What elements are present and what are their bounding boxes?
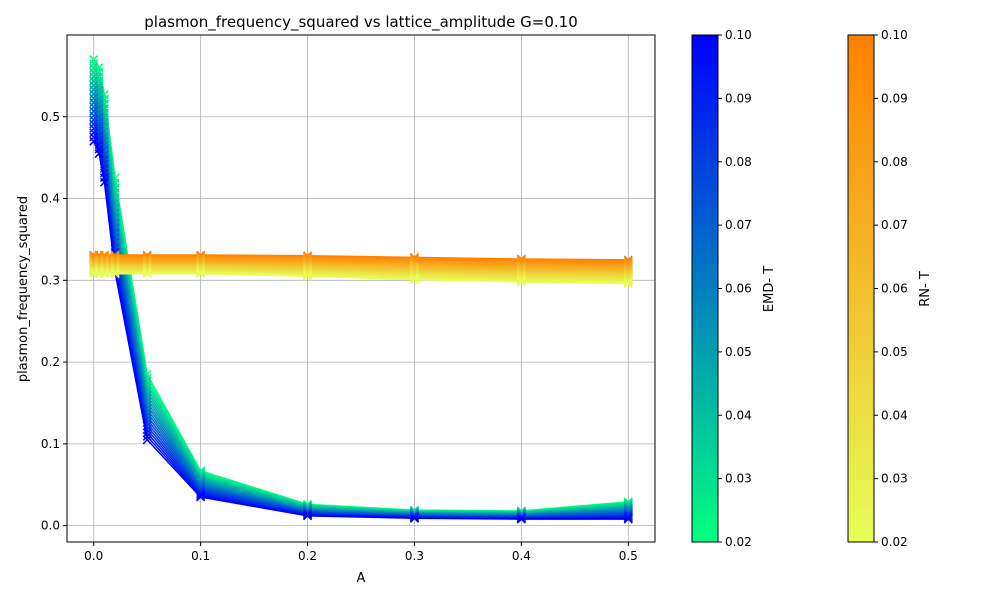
data-point-marker	[516, 514, 526, 524]
series-line	[93, 119, 629, 518]
data-point-marker	[303, 270, 313, 280]
data-point-marker	[99, 177, 109, 187]
series-group	[89, 55, 633, 524]
y-tick-label: 0.1	[41, 437, 60, 451]
colorbar-tick-label: 0.10	[881, 28, 908, 42]
y-tick-label: 0.4	[41, 192, 60, 206]
colorbar-rn-ticks: 0.02 0.03 0.04 0.05 0.06 0.07 0.08 0.09 0.10	[874, 28, 908, 549]
data-point-marker	[623, 277, 633, 287]
x-axis: 0.0 0.1 0.2 0.3 0.4 0.5	[84, 542, 638, 563]
series-emd-T-0.096	[89, 132, 633, 524]
colorbar-emd-ticks: 0.02 0.03 0.04 0.05 0.06 0.07 0.08 0.09 0.10	[718, 28, 752, 549]
data-point-marker	[409, 513, 419, 523]
colorbar-tick-label: 0.09	[725, 91, 752, 105]
x-tick-label: 0.4	[512, 549, 531, 563]
colorbar-tick-label: 0.07	[881, 218, 908, 232]
grid	[67, 35, 655, 542]
series-line	[93, 272, 629, 284]
y-axis-label: plasmon_frequency_squared	[16, 196, 31, 382]
colorbar-tick-label: 0.02	[881, 535, 908, 549]
colorbar-tick-label: 0.04	[725, 408, 752, 422]
data-point-marker	[142, 269, 152, 279]
y-tick-label: 0.0	[41, 519, 60, 533]
colorbar-tick-label: 0.02	[725, 535, 752, 549]
series-emd-T-0.100	[89, 136, 633, 524]
colorbar-rn	[847, 34, 875, 543]
data-point-marker	[516, 277, 526, 287]
series-emd-T-0.075	[89, 110, 633, 522]
data-point-marker	[409, 273, 419, 283]
data-point-marker	[196, 491, 206, 501]
colorbar-tick-label: 0.08	[881, 155, 908, 169]
colorbar-tick-label: 0.03	[881, 472, 908, 486]
data-point-marker	[94, 149, 104, 159]
data-point-marker	[516, 276, 526, 286]
colorbar-tick-label: 0.10	[725, 28, 752, 42]
x-tick-label: 0.2	[298, 549, 317, 563]
data-point-marker	[409, 274, 419, 285]
plot-frame	[66, 34, 656, 543]
series-emd-T-0.054	[89, 89, 633, 519]
data-point-marker	[99, 269, 109, 279]
series-rn-T-0.020	[89, 269, 633, 289]
x-tick-label: 0.3	[405, 549, 424, 563]
colorbar-emd	[691, 34, 719, 543]
y-tick-label: 0.2	[41, 355, 60, 369]
y-tick-label: 0.5	[41, 110, 60, 124]
colorbar-tick-label: 0.07	[725, 218, 752, 232]
data-point-marker	[196, 269, 206, 279]
x-tick-label: 0.0	[84, 549, 103, 563]
series-line	[93, 141, 629, 520]
data-point-marker	[89, 136, 99, 146]
x-axis-label: A	[357, 571, 366, 586]
colorbar-tick-label: 0.06	[725, 282, 752, 296]
data-point-marker	[623, 279, 633, 289]
colorbar-tick-label: 0.06	[881, 282, 908, 296]
colorbar-tick-label: 0.05	[881, 345, 908, 359]
colorbar-tick-label: 0.09	[881, 91, 908, 105]
colorbar-tick-label: 0.03	[725, 472, 752, 486]
data-point-marker	[303, 271, 313, 281]
colorbar-tick-label: 0.08	[725, 155, 752, 169]
series-line	[93, 123, 629, 519]
data-point-marker	[142, 435, 152, 445]
x-tick-label: 0.1	[191, 549, 210, 563]
colorbar-rn-label: RN- T	[918, 271, 933, 307]
data-point-marker	[196, 492, 206, 502]
data-point-marker	[110, 269, 120, 279]
chart-title: plasmon_frequency_squared vs lattice_amp…	[144, 13, 578, 32]
colorbar-tick-label: 0.04	[881, 408, 908, 422]
y-axis: 0.0 0.1 0.2 0.3 0.4 0.5	[41, 110, 67, 533]
y-tick-label: 0.3	[41, 273, 60, 287]
colorbar-tick-label: 0.05	[725, 345, 752, 359]
series-emd-T-0.033	[89, 67, 633, 517]
data-point-marker	[303, 511, 313, 521]
series-line	[93, 273, 629, 285]
colorbar-emd-label: EMD- T	[762, 266, 777, 312]
data-point-marker	[623, 514, 633, 524]
x-tick-label: 0.5	[619, 549, 638, 563]
